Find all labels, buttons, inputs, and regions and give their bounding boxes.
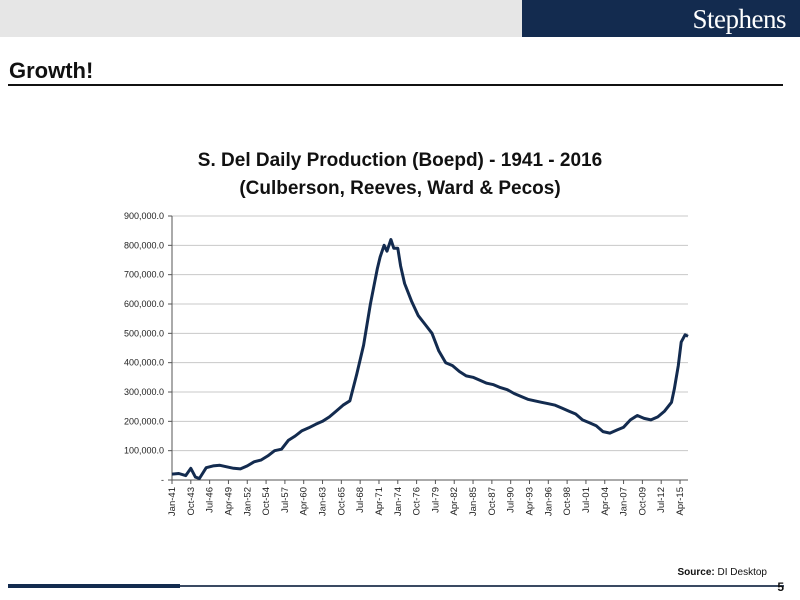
x-tick-label: Jul-46 bbox=[205, 487, 216, 513]
x-tick-label: Apr-82 bbox=[449, 487, 460, 516]
x-tick-label: Apr-04 bbox=[600, 487, 611, 516]
x-tick-label: Jul-68 bbox=[355, 487, 366, 513]
x-tick-label: Jul-01 bbox=[581, 487, 592, 513]
x-tick-label: Oct-09 bbox=[637, 487, 648, 516]
y-tick-label: 900,000.0 bbox=[124, 211, 164, 221]
x-tick-label: Apr-49 bbox=[223, 487, 234, 516]
x-tick-label: Jan-52 bbox=[242, 487, 253, 516]
x-tick-label: Apr-15 bbox=[675, 487, 686, 516]
y-tick-label: 200,000.0 bbox=[124, 416, 164, 426]
x-tick-label: Jan-41 bbox=[167, 487, 178, 516]
y-tick-label: 400,000.0 bbox=[124, 358, 164, 368]
y-tick-label: - bbox=[161, 475, 164, 485]
x-tick-label: Oct-87 bbox=[487, 487, 498, 516]
y-tick-label: 300,000.0 bbox=[124, 387, 164, 397]
y-tick-label: 500,000.0 bbox=[124, 328, 164, 338]
y-tick-label: 100,000.0 bbox=[124, 446, 164, 456]
x-tick-label: Jan-63 bbox=[318, 487, 329, 516]
y-tick-label: 600,000.0 bbox=[124, 299, 164, 309]
x-tick-label: Jul-12 bbox=[656, 487, 667, 513]
x-tick-label: Oct-76 bbox=[412, 487, 423, 516]
x-tick-label: Jan-85 bbox=[468, 487, 479, 516]
y-tick-label: 800,000.0 bbox=[124, 240, 164, 250]
logo-box: Stephens bbox=[522, 0, 800, 37]
chart-title: S. Del Daily Production (Boepd) - 1941 -… bbox=[197, 150, 603, 171]
title-divider bbox=[8, 84, 783, 86]
stephens-logo: Stephens bbox=[692, 4, 787, 34]
x-tick-label: Oct-98 bbox=[562, 487, 573, 516]
page-number: 5 bbox=[777, 580, 784, 594]
x-tick-label: Oct-54 bbox=[261, 487, 272, 516]
y-tick-label: 700,000.0 bbox=[124, 270, 164, 280]
x-tick-label: Apr-93 bbox=[524, 487, 535, 516]
x-tick-label: Oct-65 bbox=[336, 487, 347, 516]
footer-rule bbox=[180, 585, 784, 587]
x-tick-label: Apr-71 bbox=[374, 487, 385, 516]
x-tick-label: Jan-96 bbox=[543, 487, 554, 516]
chart-subtitle: (Culberson, Reeves, Ward & Pecos) bbox=[239, 178, 561, 199]
production-series-line bbox=[171, 238, 689, 480]
page-title: Growth! bbox=[9, 58, 94, 83]
source-text: DI Desktop bbox=[717, 567, 767, 578]
x-tick-label: Jul-79 bbox=[430, 487, 441, 513]
x-tick-label: Jan-07 bbox=[619, 487, 630, 516]
header-bar bbox=[0, 0, 522, 37]
x-tick-label: Jul-90 bbox=[506, 487, 517, 513]
x-tick-label: Jan-74 bbox=[393, 487, 404, 516]
x-tick-label: Apr-60 bbox=[299, 487, 310, 516]
source-label: Source: bbox=[677, 567, 715, 578]
footer-accent-bar bbox=[8, 584, 180, 588]
x-tick-label: Oct-43 bbox=[186, 487, 197, 516]
x-tick-label: Jul-57 bbox=[280, 487, 291, 513]
source-note: Source: DI Desktop bbox=[678, 567, 767, 578]
